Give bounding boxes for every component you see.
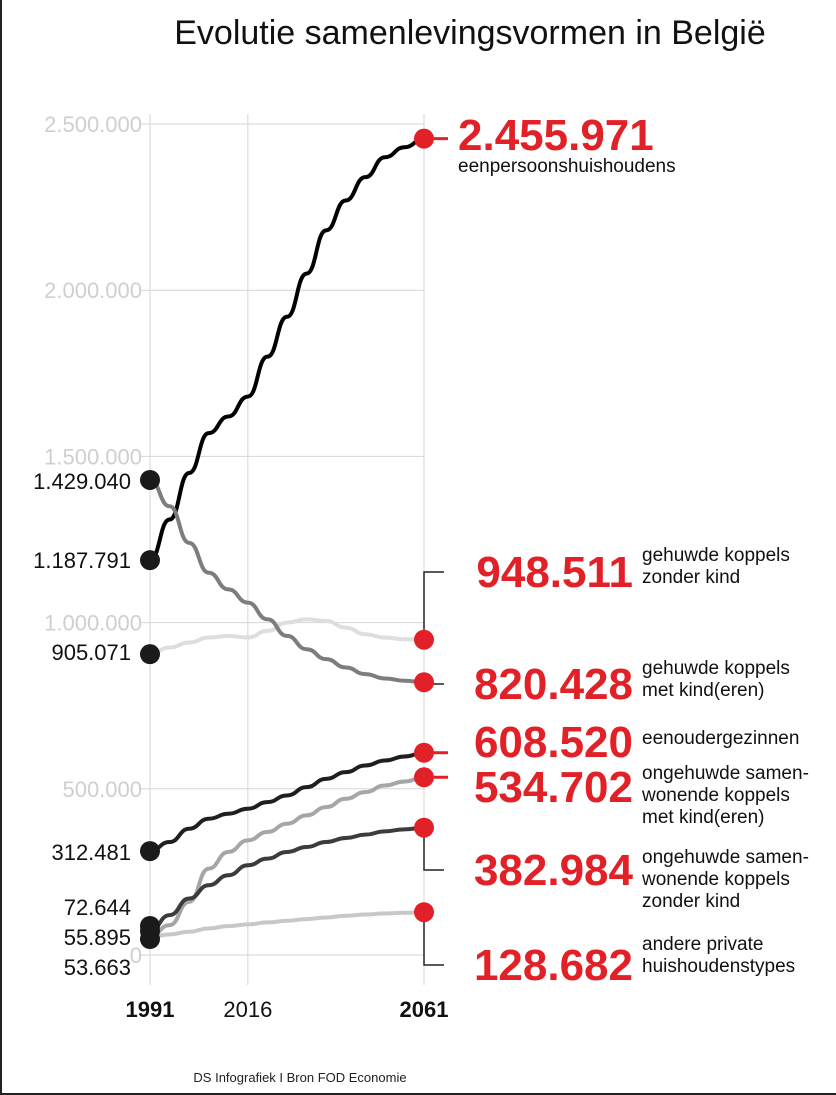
chart-title: Evolutie samenlevingsvormen in België (174, 14, 766, 52)
label-connectors (423, 137, 448, 966)
category-label: wonende koppels (641, 869, 790, 890)
start-value-label: 312.481 (51, 840, 131, 865)
category-label: eenoudergezinnen (642, 728, 799, 749)
line-chart: 0 500.000 1.000.000 1.500.000 2.000.000 2.500… (33, 111, 809, 1022)
end-marker (414, 902, 434, 923)
label-connector (423, 912, 444, 966)
series-line (148, 825, 426, 933)
end-marker (414, 629, 434, 650)
category-label: zonder kind (642, 891, 740, 912)
end-value-label: 820.428 (474, 660, 633, 709)
end-value-label: 534.702 (474, 763, 633, 812)
y-axis-ticks: 0 500.000 1.000.000 1.500.000 2.000.000 2.500… (44, 112, 142, 968)
end-marker (414, 742, 434, 763)
series-line (148, 750, 426, 854)
end-value-label: 128.682 (474, 941, 633, 990)
series-line (148, 477, 426, 685)
y-tick-label: 1.500.000 (44, 444, 142, 469)
source-note: DS Infografiek I Bron FOD Economie (193, 1070, 407, 1085)
y-tick-label: 1.000.000 (44, 611, 142, 636)
x-tick-label: 2061 (400, 997, 449, 1022)
category-label: met kind(eren) (642, 680, 765, 701)
end-value-label: 948.511 (476, 548, 633, 597)
start-marker (140, 644, 160, 665)
end-value-label: 608.520 (474, 718, 633, 767)
x-axis: 1991 2016 2061 (126, 997, 449, 1022)
start-value-label: 72.644 (64, 895, 131, 920)
category-label: zonder kind (642, 567, 740, 588)
end-value-label: 2.455.971 (458, 111, 654, 160)
end-value-label: 382.984 (474, 846, 634, 895)
start-marker (140, 841, 160, 862)
end-marker (414, 672, 434, 693)
category-label: ongehuwde samen- (642, 847, 809, 868)
series-labels: 1.187.791 905.071 1.429.040 312.481 55.895 72… (33, 111, 809, 990)
start-value-label: 905.071 (51, 640, 131, 665)
label-connector (423, 571, 444, 640)
category-label: ongehuwde samen- (642, 763, 809, 784)
start-value-label: 55.895 (64, 925, 131, 950)
y-tick-label: 2.000.000 (44, 278, 142, 303)
label-connector (423, 827, 444, 871)
category-label: met kind(eren) (642, 807, 765, 828)
x-tick-label: 2016 (223, 997, 272, 1022)
series-lines (148, 136, 426, 940)
start-marker (140, 929, 160, 949)
category-label: andere private (642, 934, 763, 955)
start-value-label: 53.663 (64, 955, 131, 980)
y-tick-label: 500.000 (62, 777, 142, 802)
start-value-label: 1.187.791 (33, 548, 131, 573)
category-label: wonende koppels (641, 785, 790, 806)
start-value-label: 1.429.040 (33, 469, 131, 494)
start-marker (140, 550, 160, 571)
series-markers (140, 128, 434, 949)
y-tick-label: 2.500.000 (44, 112, 142, 137)
series-line (148, 617, 426, 657)
end-marker (414, 817, 434, 838)
y-tick-label: 0 (130, 943, 142, 968)
x-tick-label: 1991 (126, 997, 175, 1022)
category-label: gehuwde koppels (642, 545, 790, 566)
category-label: eenpersoonshuishoudens (458, 156, 676, 177)
end-marker (414, 128, 434, 149)
category-label: huishoudenstypes (642, 956, 795, 977)
start-marker (140, 469, 160, 490)
category-label: gehuwde koppels (642, 658, 790, 679)
end-marker (414, 767, 434, 788)
series-line (148, 910, 426, 940)
series-line (148, 136, 426, 563)
